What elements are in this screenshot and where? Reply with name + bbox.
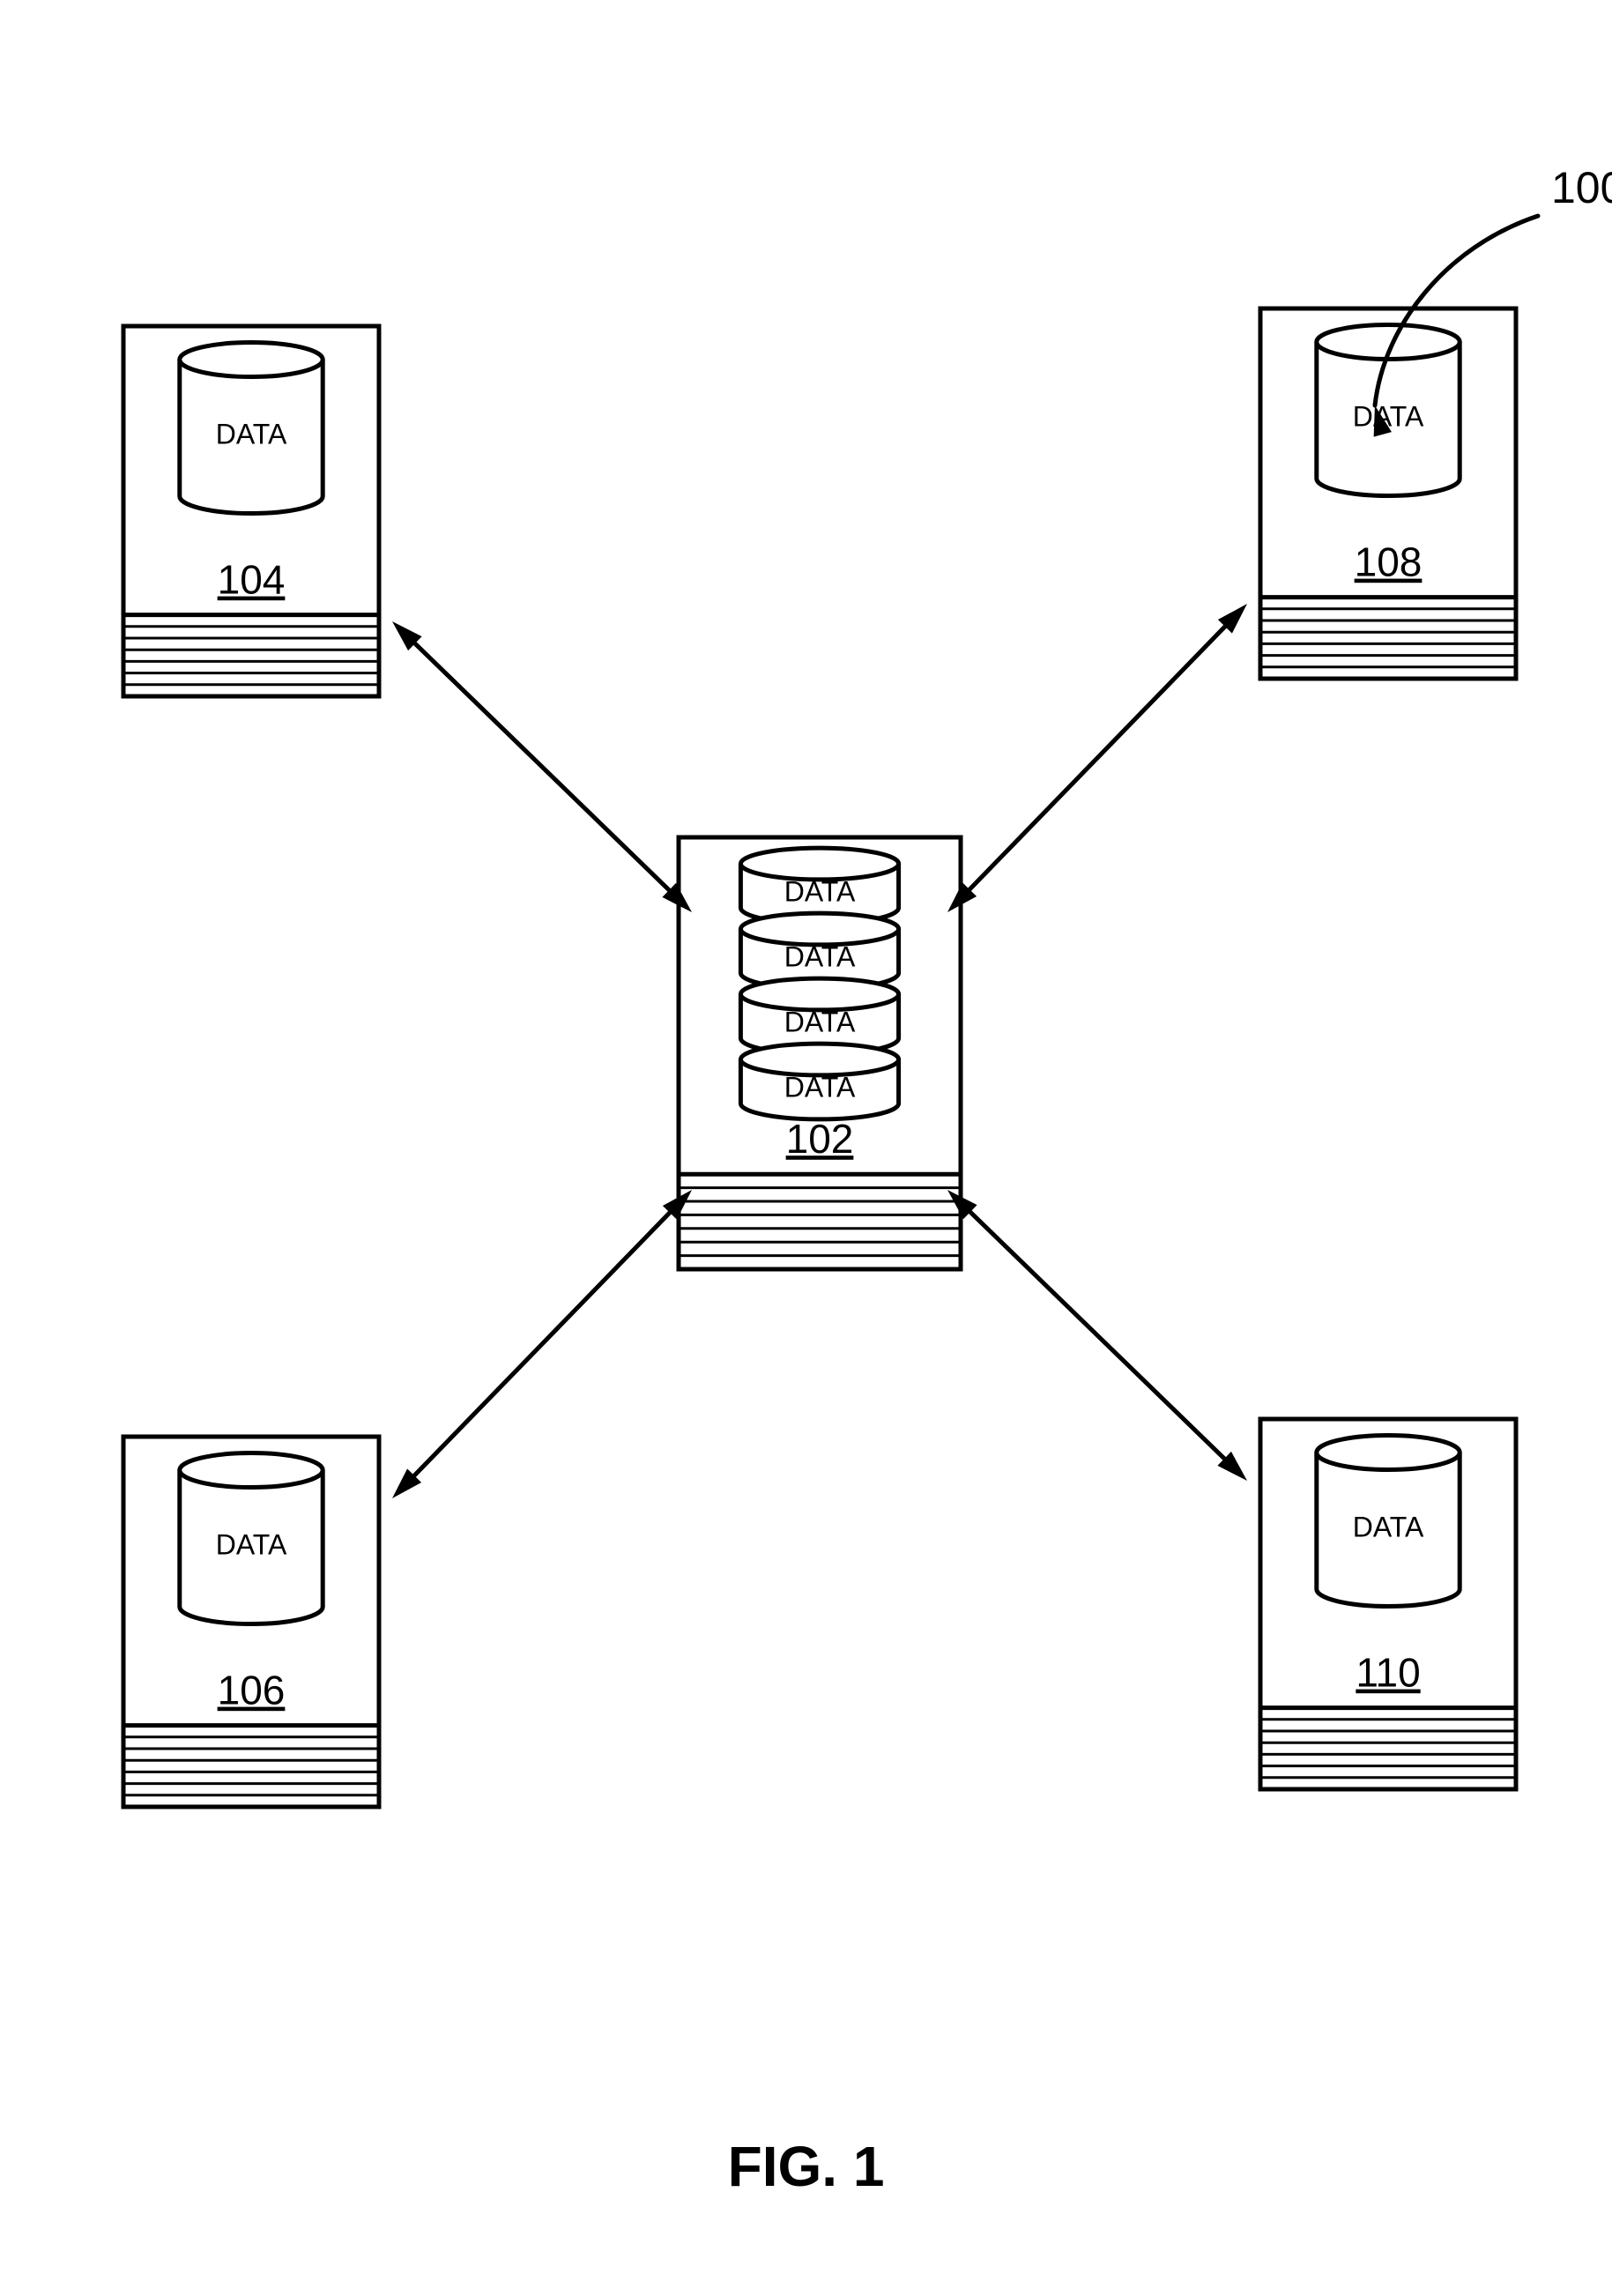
data-cylinder-label: DATA: [1353, 1512, 1424, 1543]
server-bottom_left: DATA 106: [123, 1437, 379, 1807]
data-cylinder-label: DATA: [216, 419, 287, 450]
connector: [392, 621, 692, 912]
data-cylinder-label: DATA: [784, 1006, 856, 1037]
server-top_right: DATA108: [1260, 308, 1516, 679]
system-ref-label: 100: [1551, 163, 1612, 212]
server-center: DATA DATA DATA DATA 102: [679, 837, 961, 1269]
connector: [392, 1190, 692, 1498]
ref-110: 110: [1356, 1650, 1420, 1696]
ref-108: 108: [1355, 539, 1423, 585]
data-cylinder-icon: DATA: [180, 343, 323, 514]
connector: [947, 604, 1247, 912]
data-cylinder-icon: DATA: [180, 1453, 323, 1624]
data-cylinder-icon: DATA: [740, 1044, 898, 1119]
server-bottom_right: DATA 110: [1260, 1419, 1516, 1789]
server-top_left: DATA 104: [123, 326, 379, 696]
ref-104: 104: [218, 557, 286, 603]
figure-label: FIG. 1: [728, 2135, 885, 2198]
data-cylinder-label: DATA: [784, 875, 856, 907]
ref-102: 102: [786, 1116, 854, 1162]
data-cylinder-label: DATA: [784, 1071, 856, 1103]
connector: [947, 1190, 1247, 1481]
data-cylinder-label: DATA: [784, 940, 856, 972]
ref-106: 106: [218, 1668, 286, 1713]
data-cylinder-icon: DATA: [1317, 1436, 1460, 1607]
data-cylinder-label: DATA: [216, 1529, 287, 1561]
